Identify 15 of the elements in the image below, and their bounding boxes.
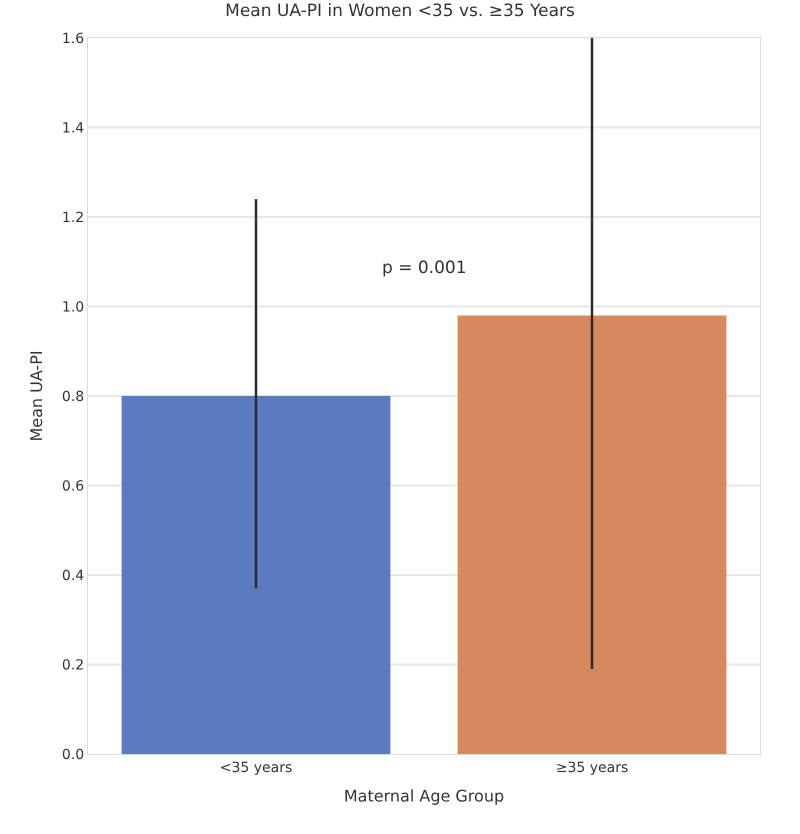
y-tick-label: 0.2 (62, 657, 84, 674)
y-tick-label: 1.2 (62, 210, 84, 226)
y-tick-label: 0.0 (62, 746, 84, 763)
y-tick-label: 1.6 (62, 30, 84, 47)
y-tick-label: 0.6 (62, 478, 84, 494)
y-axis-title: Mean UA-PI (26, 350, 46, 442)
y-tick-label: 0.8 (62, 388, 84, 405)
y-tick-label: 0.4 (62, 568, 84, 584)
x-tick-label: <35 years (220, 760, 292, 776)
x-tick-label: ≥35 years (556, 760, 628, 776)
y-tick-label: 1.4 (62, 120, 84, 136)
x-axis-title: Maternal Age Group (344, 786, 504, 806)
chart-title: Mean UA-PI in Women <35 vs. ≥35 Years (225, 1, 575, 22)
y-tick-label: 1.0 (62, 299, 84, 316)
annotation: p = 0.001 (382, 258, 467, 278)
